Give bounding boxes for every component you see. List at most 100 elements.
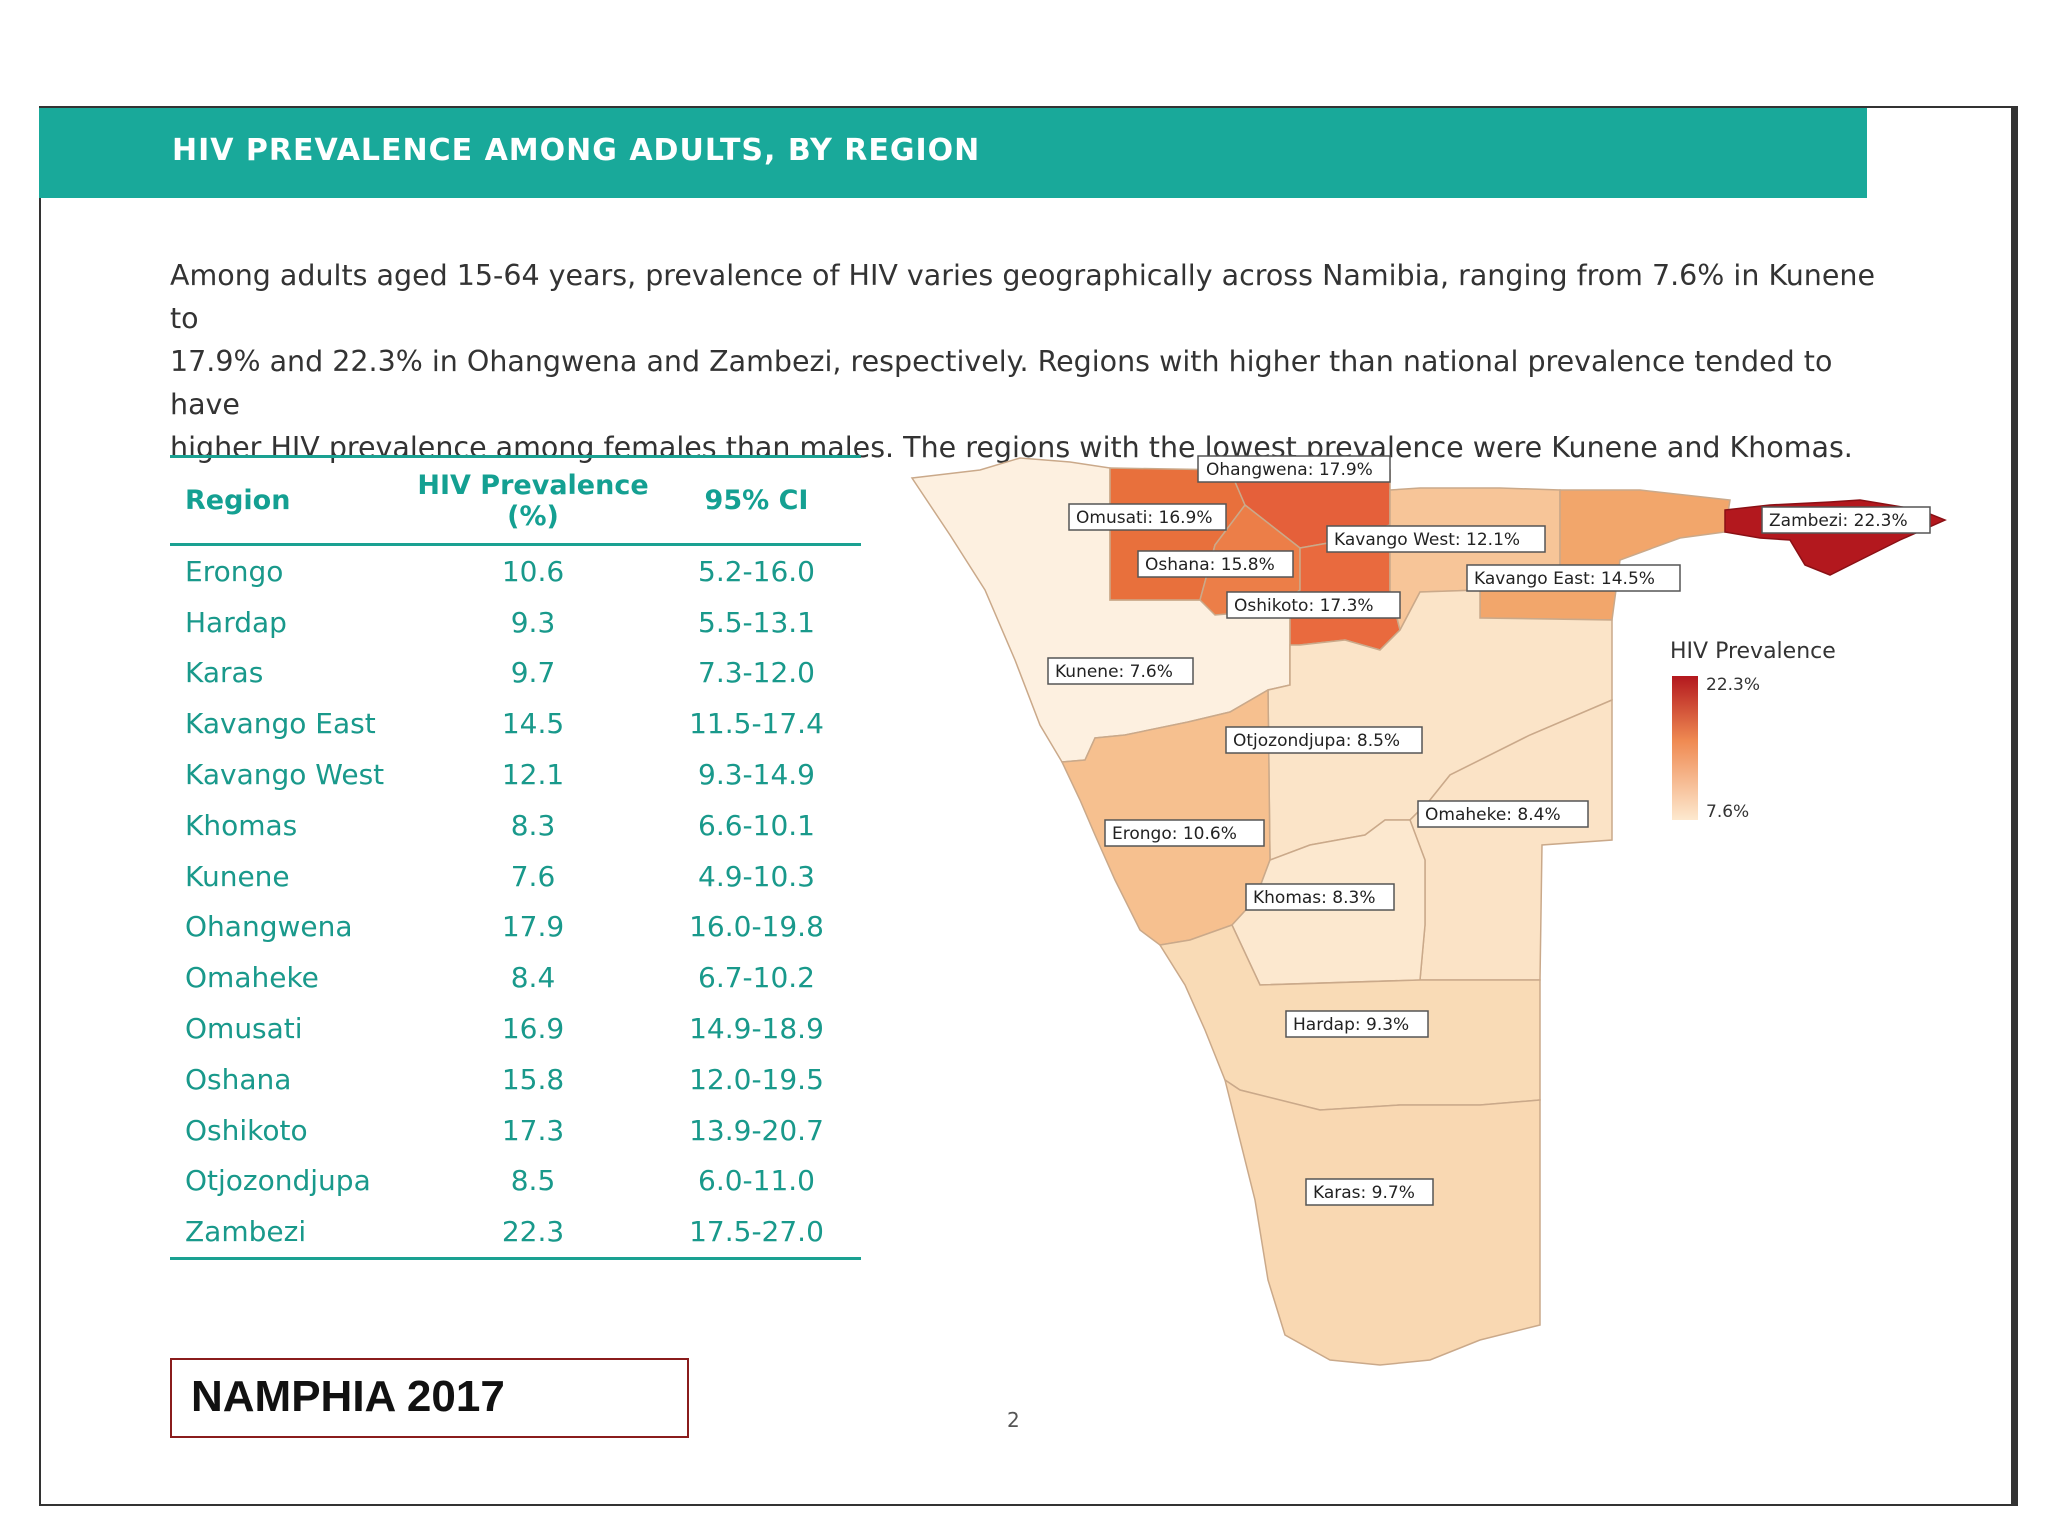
cell-region: Zambezi: [185, 1215, 307, 1249]
label-khomas: Khomas: 8.3%: [1245, 883, 1395, 911]
svg-text:Kunene: 7.6%: Kunene: 7.6%: [1055, 662, 1173, 682]
label-oshana: Oshana: 15.8%: [1137, 550, 1294, 578]
table-row: Kunene 7.6 4.9-10.3: [170, 851, 861, 902]
table-row: Omaheke 8.4 6.7-10.2: [170, 952, 861, 1003]
cell-region: Kavango East: [185, 707, 376, 741]
cell-ci: 17.5-27.0: [689, 1215, 824, 1249]
cell-region: Hardap: [185, 605, 287, 639]
svg-text:Erongo: 10.6%: Erongo: 10.6%: [1112, 824, 1237, 844]
svg-text:Hardap: 9.3%: Hardap: 9.3%: [1293, 1015, 1409, 1035]
cell-ci: 7.3-12.0: [698, 656, 815, 690]
cell-prevalence: 8.3: [510, 808, 556, 842]
label-omaheke: Omaheke: 8.4%: [1417, 800, 1589, 828]
cell-region: Oshana: [185, 1062, 292, 1096]
table-row: Hardap 9.3 5.5-13.1: [170, 597, 861, 648]
prevalence-table: Region HIV Prevalence (%) 95% CI Erongo 1…: [170, 455, 861, 1260]
label-otjozondjupa: Otjozondjupa: 8.5%: [1225, 726, 1423, 754]
label-omusati: Omusati: 16.9%: [1068, 503, 1227, 531]
cell-ci: 4.9-10.3: [698, 859, 815, 893]
legend-gradient-bar: [1672, 676, 1698, 820]
cell-ci: 5.2-16.0: [698, 554, 815, 588]
legend-title: HIV Prevalence: [1670, 639, 1836, 664]
svg-text:Omaheke: 8.4%: Omaheke: 8.4%: [1425, 805, 1561, 825]
cell-ci: 14.9-18.9: [689, 1012, 824, 1046]
cell-prevalence: 17.9: [501, 910, 565, 944]
page-number: 2: [1007, 1408, 1020, 1432]
region-karas: [1223, 1078, 1541, 1366]
label-erongo: Erongo: 10.6%: [1104, 819, 1265, 847]
cell-prevalence: 14.5: [501, 707, 565, 741]
cell-prevalence: 7.6: [510, 859, 556, 893]
cell-region: Khomas: [185, 808, 298, 842]
legend-min: 7.6%: [1706, 802, 1749, 822]
svg-text:Kavango East: 14.5%: Kavango East: 14.5%: [1474, 569, 1655, 589]
cell-prevalence: 8.5: [510, 1164, 556, 1198]
cell-region: Otjozondjupa: [185, 1164, 371, 1198]
header-prevalence-line1: HIV Prevalence: [417, 469, 649, 501]
svg-text:Ohangwena: 17.9%: Ohangwena: 17.9%: [1206, 460, 1373, 480]
intro-paragraph: Among adults aged 15-64 years, prevalenc…: [170, 254, 1890, 469]
label-hardap: Hardap: 9.3%: [1285, 1010, 1429, 1038]
label-zambezi: Zambezi: 22.3%: [1761, 506, 1931, 534]
header-ci: 95% CI: [704, 485, 809, 516]
legend-max: 22.3%: [1706, 675, 1760, 695]
label-karas: Karas: 9.7%: [1305, 1178, 1434, 1206]
cell-prevalence: 16.9: [501, 1012, 565, 1046]
svg-text:Kavango West: 12.1%: Kavango West: 12.1%: [1334, 530, 1520, 550]
intro-line: 17.9% and 22.3% in Ohangwena and Zambezi…: [170, 345, 1833, 421]
cell-region: Erongo: [185, 554, 284, 588]
table-row: Ohangwena 17.9 16.0-19.8: [170, 902, 861, 953]
table-row: Zambezi 22.3 17.5-27.0: [170, 1206, 861, 1258]
intro-line: Among adults aged 15-64 years, prevalenc…: [170, 259, 1876, 335]
title-banner: [39, 108, 1867, 198]
cell-region: Kavango West: [185, 758, 385, 792]
table-row: Kavango East 14.5 11.5-17.4: [170, 698, 861, 749]
header-prevalence-line2: (%): [507, 500, 559, 532]
cell-ci: 13.9-20.7: [689, 1113, 824, 1147]
label-kunene: Kunene: 7.6%: [1047, 657, 1194, 685]
header-region: Region: [185, 485, 291, 516]
table-row: Omusati 16.9 14.9-18.9: [170, 1003, 861, 1054]
cell-ci: 6.7-10.2: [698, 961, 815, 995]
table-body: Erongo 10.6 5.2-16.0 Hardap 9.3 5.5-13.1 Karas…: [170, 545, 861, 1259]
table-row: Karas 9.7 7.3-12.0: [170, 648, 861, 699]
table-row: Erongo 10.6 5.2-16.0: [170, 545, 861, 597]
table-row: Otjozondjupa 8.5 6.0-11.0: [170, 1156, 861, 1207]
cell-ci: 11.5-17.4: [689, 707, 824, 741]
cell-prevalence: 9.3: [510, 605, 556, 639]
table-row: Oshana 15.8 12.0-19.5: [170, 1054, 861, 1105]
table-row: Oshikoto 17.3 13.9-20.7: [170, 1105, 861, 1156]
cell-region: Ohangwena: [185, 910, 353, 944]
cell-prevalence: 17.3: [501, 1113, 565, 1147]
svg-text:Oshana: 15.8%: Oshana: 15.8%: [1145, 555, 1275, 575]
cell-ci: 6.0-11.0: [698, 1164, 815, 1198]
intro-line: higher HIV prevalence among females than…: [170, 431, 1853, 464]
cell-region: Omusati: [185, 1012, 303, 1046]
cell-ci: 6.6-10.1: [698, 808, 815, 842]
table-row: Kavango West 12.1 9.3-14.9: [170, 749, 861, 800]
table-header-row: Region HIV Prevalence (%) 95% CI: [170, 456, 861, 545]
cell-prevalence: 15.8: [501, 1062, 565, 1096]
cell-prevalence: 22.3: [501, 1215, 565, 1249]
svg-text:Khomas: 8.3%: Khomas: 8.3%: [1253, 888, 1375, 908]
label-oshikoto: Oshikoto: 17.3%: [1226, 591, 1401, 619]
cell-prevalence: 9.7: [510, 656, 556, 690]
table-row: Khomas 8.3 6.6-10.1: [170, 800, 861, 851]
cell-ci: 5.5-13.1: [698, 605, 815, 639]
header-prevalence: HIV Prevalence (%): [414, 457, 652, 545]
cell-prevalence: 8.4: [510, 961, 556, 995]
label-kavango-west: Kavango West: 12.1%: [1326, 525, 1546, 553]
cell-region: Oshikoto: [185, 1113, 308, 1147]
cell-prevalence: 10.6: [501, 554, 565, 588]
cell-region: Kunene: [185, 859, 290, 893]
svg-text:Karas: 9.7%: Karas: 9.7%: [1313, 1183, 1415, 1203]
cell-ci: 9.3-14.9: [698, 758, 815, 792]
source-label: NAMPHIA 2017: [191, 1372, 505, 1421]
cell-region: Omaheke: [185, 961, 319, 995]
svg-text:Zambezi: 22.3%: Zambezi: 22.3%: [1769, 511, 1908, 531]
svg-text:Omusati: 16.9%: Omusati: 16.9%: [1076, 508, 1213, 528]
cell-prevalence: 12.1: [501, 758, 565, 792]
svg-text:Oshikoto: 17.3%: Oshikoto: 17.3%: [1234, 596, 1374, 616]
label-kavango-east: Kavango East: 14.5%: [1466, 564, 1681, 592]
